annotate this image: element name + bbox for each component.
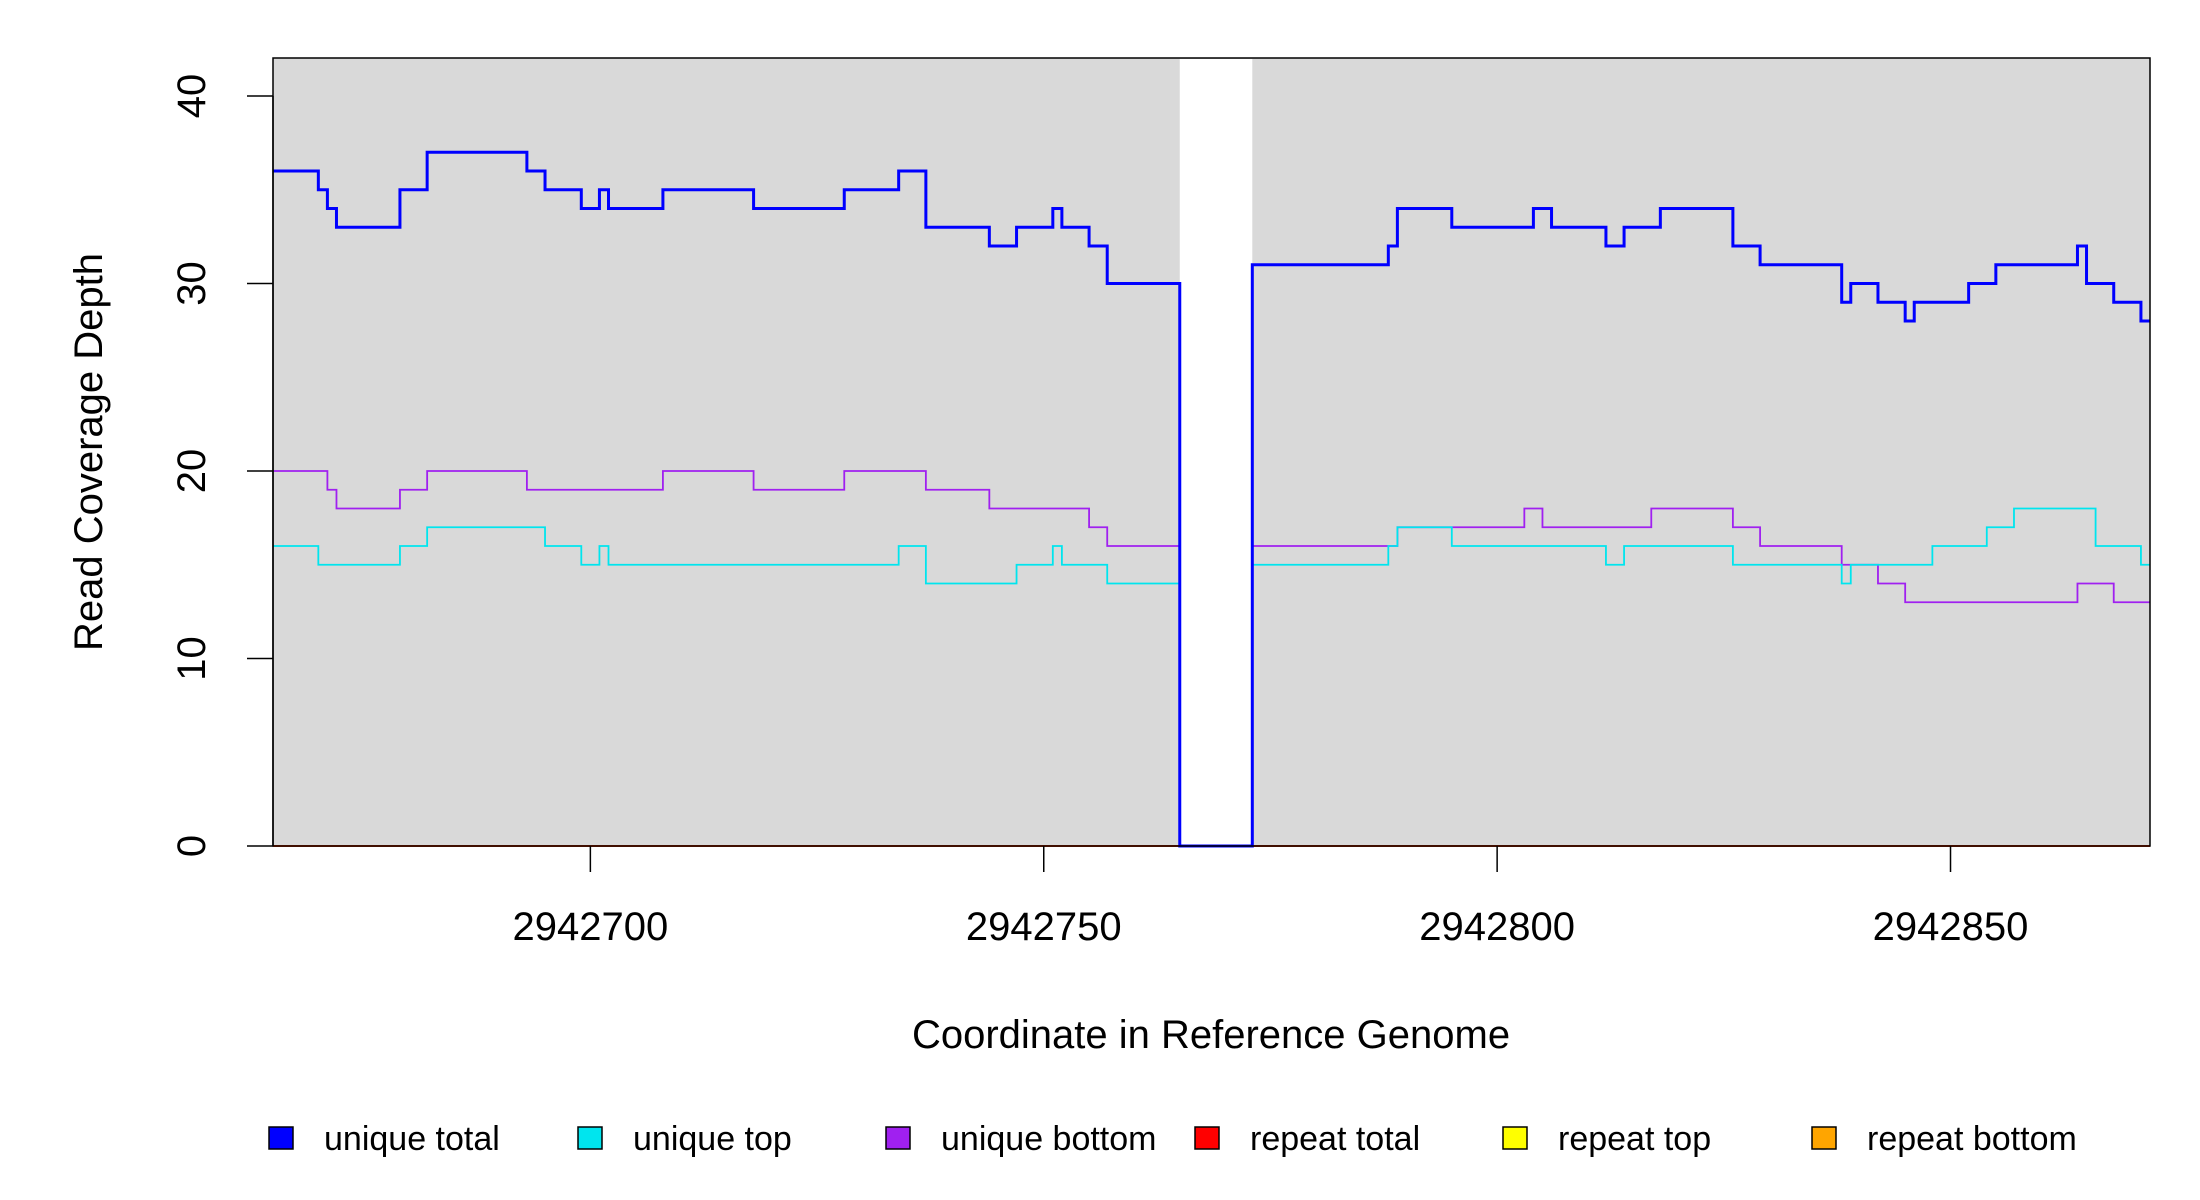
y-tick-label: 0	[170, 835, 214, 857]
legend-swatch-unique-top	[577, 1126, 603, 1150]
legend-label-repeat-top: repeat top	[1558, 1120, 1711, 1158]
legend-swatch-repeat-total	[1194, 1126, 1220, 1150]
y-axis-label: Read Coverage Depth	[67, 253, 111, 651]
x-tick-label: 2942700	[512, 905, 668, 949]
legend-label-unique-total: unique total	[324, 1120, 500, 1158]
x-axis-label: Coordinate in Reference Genome	[912, 1013, 1510, 1057]
legend-swatch-unique-total	[268, 1126, 294, 1150]
x-tick-label: 2942850	[1873, 905, 2029, 949]
legend-label-unique-top: unique top	[633, 1120, 792, 1158]
x-tick-label: 2942800	[1419, 905, 1575, 949]
legend-swatch-unique-bottom	[885, 1126, 911, 1150]
legend-swatch-repeat-top	[1502, 1126, 1528, 1150]
x-axis: 2942700 2942750 2942800 2942850	[512, 846, 2028, 949]
legend-swatch-repeat-bottom	[1811, 1126, 1837, 1150]
y-tick-label: 30	[170, 261, 214, 306]
legend-label-repeat-total: repeat total	[1250, 1120, 1420, 1158]
y-tick-label: 40	[170, 74, 214, 119]
gap-region	[1179, 59, 1253, 845]
y-tick-label: 20	[170, 449, 214, 494]
y-axis: 0 10 20 30 40	[170, 74, 274, 857]
y-tick-label: 10	[170, 636, 214, 681]
legend-label-repeat-bottom: repeat bottom	[1867, 1120, 2077, 1158]
legend-label-unique-bottom: unique bottom	[941, 1120, 1157, 1158]
x-tick-label: 2942750	[966, 905, 1122, 949]
legend: unique total unique top unique bottom repea…	[268, 1120, 2077, 1158]
